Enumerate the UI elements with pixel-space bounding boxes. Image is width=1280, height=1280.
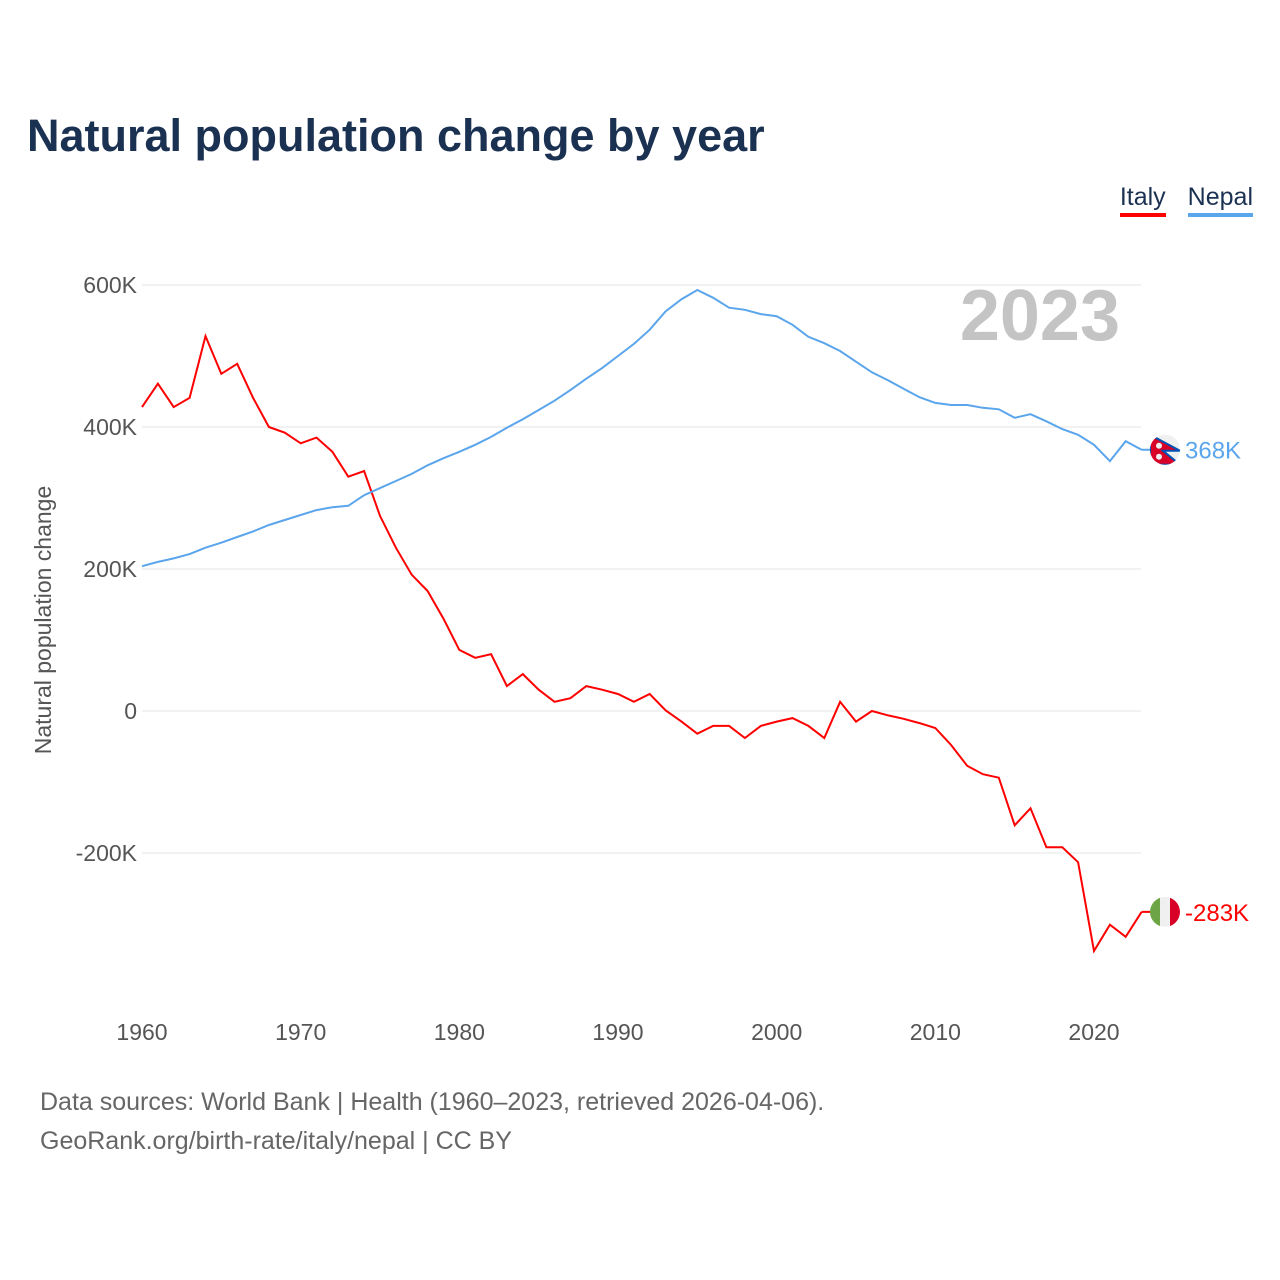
y-tick-label: 400K	[83, 414, 137, 440]
nepal-flag-icon	[1150, 434, 1180, 465]
x-tick-label: 1960	[116, 1019, 167, 1045]
x-tick-label: 1980	[434, 1019, 485, 1045]
y-tick-label: 600K	[83, 272, 137, 298]
legend-nepal[interactable]: Nepal	[1187, 183, 1253, 217]
series-line-italy	[141, 332, 1143, 954]
footer-sources: Data sources: World Bank | Health (1960–…	[40, 1088, 825, 1116]
legend: Italy Nepal	[1119, 183, 1253, 217]
legend-italy[interactable]: Italy	[1119, 183, 1166, 217]
x-tick-label: 1990	[592, 1019, 643, 1045]
end-value-label-italy: -283K	[1185, 900, 1249, 927]
footer-credit: GeoRank.org/birth-rate/italy/nepal | CC …	[40, 1127, 512, 1155]
y-tick-label: 0	[124, 698, 137, 724]
year-watermark: 2023	[960, 276, 1120, 356]
end-value-label-nepal: 368K	[1185, 438, 1241, 465]
x-tick-label: 1970	[275, 1019, 326, 1045]
italy-flag-icon	[1150, 896, 1180, 927]
y-tick-label: -200K	[76, 840, 138, 866]
x-tick-label: 2000	[751, 1019, 802, 1045]
chart-title: Natural population change by year	[27, 110, 765, 161]
series-line-nepal	[141, 288, 1143, 568]
x-tick-label: 2010	[910, 1019, 961, 1045]
y-tick-label: 200K	[83, 556, 137, 582]
y-axis-label: Natural population change	[30, 486, 56, 755]
x-tick-label: 2020	[1068, 1019, 1119, 1045]
